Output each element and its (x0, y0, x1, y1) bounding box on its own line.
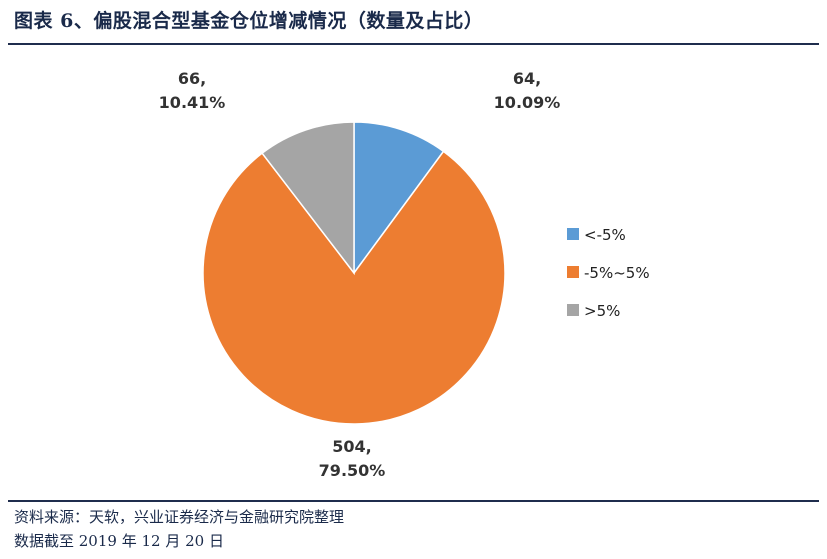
source-note: 资料来源：天软，兴业证券经济与金融研究院整理 (14, 508, 345, 526)
data-label-count-1: 64, (513, 69, 541, 88)
pie-slices (202, 121, 506, 425)
pie-slice-2 (202, 150, 506, 425)
pie-chart: 64, 10.09% 504, 79.50% 66, 10.41% <-5% -5%~5% >… (159, 69, 650, 480)
legend-swatch-2 (567, 266, 579, 278)
data-label-count-3: 66, (178, 69, 206, 88)
pie-slice-3 (261, 121, 355, 276)
legend: <-5% -5%~5% >5% (567, 226, 650, 320)
date-note: 数据截至 2019 年 12 月 20 日 (14, 532, 224, 550)
data-label-count-2: 504, (332, 437, 371, 456)
title-rule (8, 43, 819, 45)
data-labels: 64, 10.09% 504, 79.50% 66, 10.41% (159, 69, 561, 480)
legend-label-2: -5%~5% (584, 264, 650, 282)
legend-label-3: >5% (584, 302, 620, 320)
data-label-percent-1: 10.09% (494, 93, 561, 112)
legend-swatch-3 (567, 304, 579, 316)
chart-title: 图表 6、偏股混合型基金仓位增减情况（数量及占比） (14, 10, 484, 32)
data-label-percent-3: 10.41% (159, 93, 226, 112)
footer-rule (8, 500, 819, 502)
legend-label-1: <-5% (584, 226, 626, 244)
pie-slice-1 (353, 121, 445, 276)
legend-swatch-1 (567, 228, 579, 240)
data-label-percent-2: 79.50% (319, 461, 386, 480)
